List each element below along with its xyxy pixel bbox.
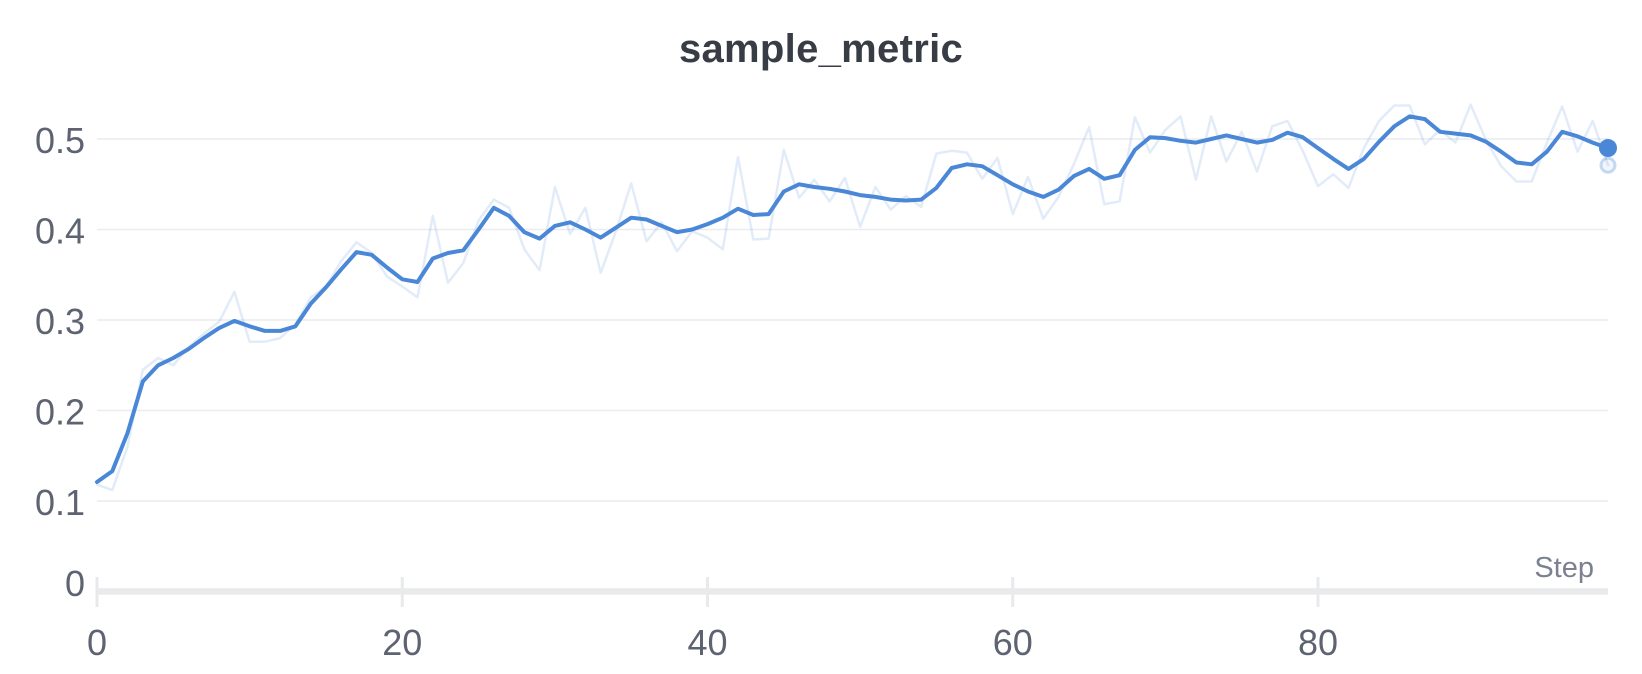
raw-endpoint-marker: [1599, 156, 1617, 174]
raw-series-line: [95, 103, 1610, 492]
x-tick-label: 60: [993, 622, 1033, 663]
y-tick-label: 0.3: [35, 301, 85, 342]
x-tick-label: 80: [1298, 622, 1338, 663]
x-tick-label: 40: [687, 622, 727, 663]
y-tick-label: 0: [65, 563, 85, 604]
x-axis-bar: [97, 588, 1608, 595]
smoothed-endpoint-marker: [1599, 139, 1617, 158]
x-axis-title: Step: [1534, 552, 1594, 584]
y-tick-label: 0.5: [35, 120, 85, 161]
x-tick-label: 0: [87, 622, 107, 663]
chart-title: sample_metric: [678, 27, 964, 71]
smoothed-series-line: [95, 114, 1610, 484]
y-tick-label: 0.4: [35, 211, 85, 252]
y-tick-label: 0.2: [35, 392, 85, 433]
x-tick-label: 20: [382, 622, 422, 663]
y-tick-label: 0.1: [35, 482, 85, 523]
